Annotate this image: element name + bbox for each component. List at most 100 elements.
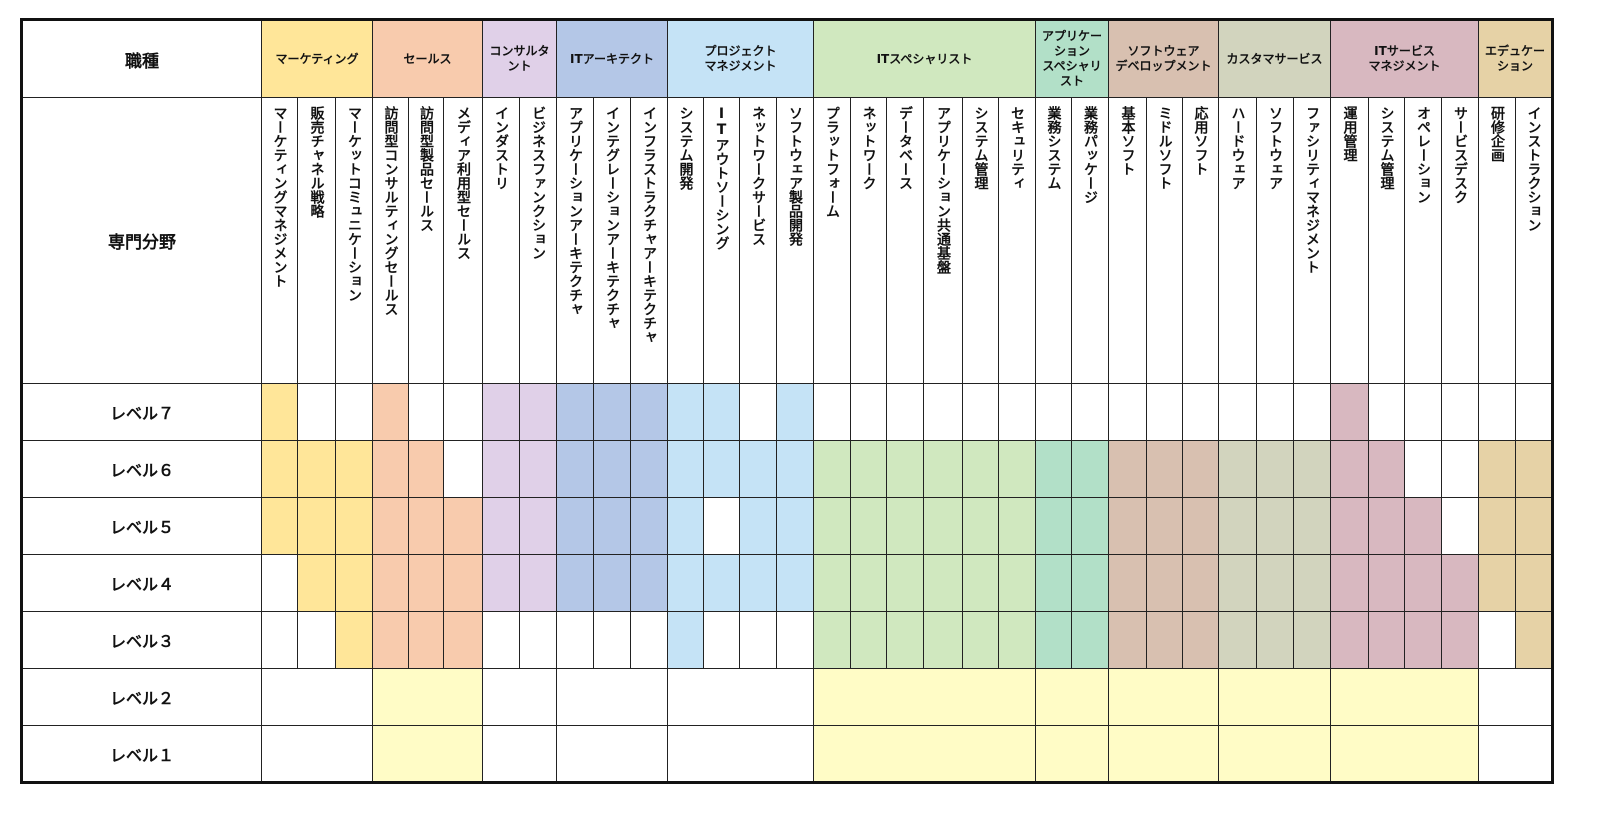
level-cell bbox=[886, 497, 924, 555]
level-cell bbox=[1478, 554, 1516, 612]
level-cell bbox=[1404, 554, 1442, 612]
specialty-label: セキュリティ bbox=[1009, 106, 1025, 190]
level-cell bbox=[1256, 383, 1294, 441]
level-cell bbox=[593, 497, 631, 555]
level-cell bbox=[1368, 440, 1405, 498]
level-cell bbox=[1404, 383, 1442, 441]
level-cell bbox=[1515, 383, 1553, 441]
level-cell bbox=[1035, 668, 1109, 726]
level-cell bbox=[630, 611, 668, 669]
level-cell bbox=[1146, 497, 1183, 555]
category-header: コンサルタ ント bbox=[482, 19, 557, 98]
level-cell bbox=[1478, 497, 1516, 555]
level-cell bbox=[335, 497, 373, 555]
specialty-label: オペレーション bbox=[1415, 106, 1431, 204]
level-cell bbox=[593, 383, 631, 441]
level-cell bbox=[1330, 383, 1369, 441]
level-cell bbox=[408, 611, 444, 669]
level-cell bbox=[1218, 725, 1331, 783]
level-cell bbox=[1035, 440, 1072, 498]
level-cell bbox=[739, 440, 777, 498]
level-cell bbox=[998, 611, 1036, 669]
level-cell bbox=[556, 554, 594, 612]
level-cell bbox=[667, 554, 704, 612]
level-cell bbox=[923, 497, 963, 555]
specialty-header: ファシリティマネジメント bbox=[1293, 97, 1331, 384]
specialty-label: 訪問型製品セールス bbox=[418, 106, 434, 232]
level-cell bbox=[1071, 440, 1109, 498]
level-cell bbox=[813, 668, 1036, 726]
level-cell bbox=[335, 440, 373, 498]
level-cell bbox=[297, 554, 336, 612]
level-cell bbox=[1404, 611, 1442, 669]
level-cell bbox=[1146, 554, 1183, 612]
specialty-header: 基本ソフト bbox=[1108, 97, 1147, 384]
specialty-label: ネットワーク bbox=[860, 106, 877, 190]
level-cell bbox=[556, 611, 594, 669]
level-cell bbox=[1256, 611, 1294, 669]
level-cell bbox=[776, 611, 814, 669]
level-cell bbox=[556, 725, 668, 783]
specialty-header: 研修企画 bbox=[1478, 97, 1516, 384]
specialty-header: ハードウェア bbox=[1218, 97, 1257, 384]
level-cell bbox=[482, 668, 557, 726]
specialty-header: セキュリティ bbox=[998, 97, 1036, 384]
specialty-header: 訪問型製品セールス bbox=[408, 97, 444, 384]
level-cell bbox=[739, 554, 777, 612]
level-cell bbox=[372, 554, 409, 612]
level-cell bbox=[482, 497, 520, 555]
level-cell bbox=[923, 554, 963, 612]
level-cell bbox=[372, 383, 409, 441]
level-cell bbox=[1035, 383, 1072, 441]
level-cell bbox=[813, 440, 851, 498]
level-cell bbox=[1441, 554, 1479, 612]
level-cell bbox=[297, 383, 336, 441]
specialty-header-row: 専門分野 マーケティングマネジメント 販売チャネル戦略 マーケットコミュニケーション… bbox=[21, 97, 1553, 384]
level-cell bbox=[923, 440, 963, 498]
level-cell bbox=[1218, 497, 1257, 555]
level-cell bbox=[1441, 611, 1479, 669]
level-cell bbox=[630, 383, 668, 441]
level-cell bbox=[923, 611, 963, 669]
skill-level-table: 職種 マーケティング セールス コンサルタ ント ITアーキテクト プロジェクト マネジ… bbox=[20, 18, 1554, 784]
level-cell bbox=[1293, 383, 1331, 441]
level-cell bbox=[1330, 497, 1369, 555]
level-cell bbox=[593, 440, 631, 498]
level-cell bbox=[1146, 440, 1183, 498]
level-cell bbox=[372, 440, 409, 498]
level-label: レベル６ bbox=[21, 440, 262, 498]
specialty-header: マーケットコミュニケーション bbox=[335, 97, 373, 384]
level-cell bbox=[923, 383, 963, 441]
level-cell bbox=[443, 440, 483, 498]
level-cell bbox=[739, 611, 777, 669]
level-cell bbox=[1515, 497, 1553, 555]
level-cell bbox=[372, 497, 409, 555]
level-cell bbox=[1478, 725, 1553, 783]
specialty-label: アプリケーション共通基盤 bbox=[935, 106, 951, 274]
category-header-row: 職種 マーケティング セールス コンサルタ ント ITアーキテクト プロジェクト マネジ… bbox=[21, 19, 1553, 98]
specialty-header: マーケティングマネジメント bbox=[261, 97, 298, 384]
level-cell bbox=[850, 440, 887, 498]
level-cell bbox=[739, 497, 777, 555]
level-cell bbox=[335, 611, 373, 669]
level-cell bbox=[1035, 554, 1072, 612]
level-cell bbox=[1146, 383, 1183, 441]
specialty-label: 販売チャネル戦略 bbox=[308, 106, 325, 218]
level-cell bbox=[962, 554, 999, 612]
level-label: レベル４ bbox=[21, 554, 262, 612]
level-cell bbox=[1071, 554, 1109, 612]
specialty-header: アプリケーション共通基盤 bbox=[923, 97, 963, 384]
category-header: マーケティング bbox=[261, 19, 373, 98]
specialty-label: ソフトウェア bbox=[1267, 106, 1283, 190]
level-cell bbox=[1182, 554, 1219, 612]
level-cell bbox=[813, 725, 1036, 783]
level-cell bbox=[372, 725, 483, 783]
level-cell bbox=[482, 611, 520, 669]
specialty-label: 訪問型コンサルティングセールス bbox=[382, 106, 399, 316]
level-row: レベル４ bbox=[21, 554, 1553, 612]
level-cell bbox=[850, 497, 887, 555]
level-cell bbox=[703, 497, 740, 555]
level-cell bbox=[408, 440, 444, 498]
level-cell bbox=[1256, 497, 1294, 555]
specialty-header: システム管理 bbox=[962, 97, 999, 384]
